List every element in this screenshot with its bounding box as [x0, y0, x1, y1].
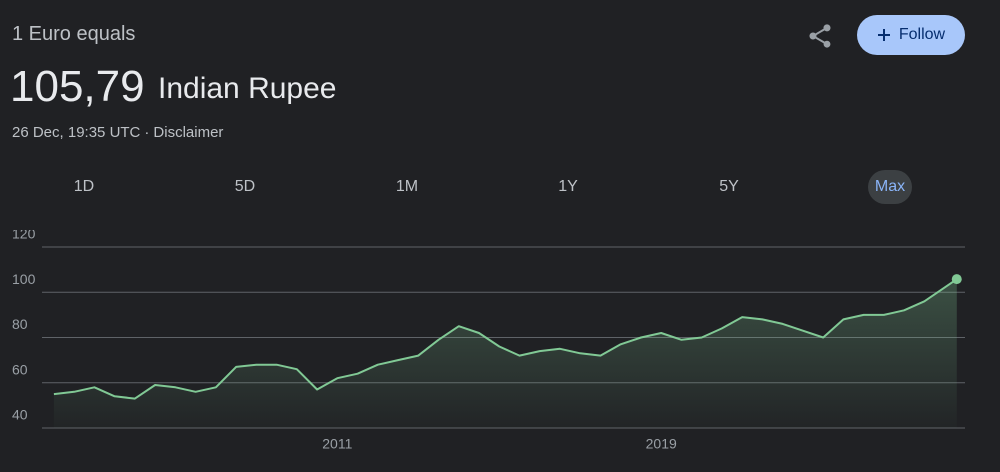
last-point: [951, 274, 962, 285]
rate-value: 105,79: [10, 62, 145, 111]
range-tab[interactable]: 1M: [395, 178, 419, 195]
currency-name: Indian Rupee: [158, 72, 337, 105]
price-line: [53, 278, 958, 400]
range-tab[interactable]: 1D: [73, 178, 95, 195]
area: [53, 279, 957, 428]
follow-label: Follow: [898, 26, 946, 43]
disclaimer-link[interactable]: Disclaimer: [153, 124, 224, 141]
x-tick-label: 2011: [322, 436, 352, 452]
range-tab[interactable]: 5Y: [719, 178, 739, 195]
range-tabs: 1D 5D 1M 1Y 5Y Max: [0, 170, 1000, 206]
y-tick-label: 100: [12, 271, 36, 287]
subtitle: 1 Euro equals: [12, 23, 136, 45]
y-tick-label: 60: [12, 361, 28, 377]
y-tick-label: 80: [12, 316, 28, 332]
plus-icon: [877, 29, 890, 41]
separator: ·: [144, 124, 150, 141]
chart: 40 60 80 100 120 2011 2019: [12, 230, 965, 452]
range-tab[interactable]: 5D: [234, 178, 256, 195]
share-button[interactable]: [806, 22, 834, 50]
meta: 26 Dec, 19:35 UTC · Disclaimer: [12, 124, 227, 141]
range-tab[interactable]: Max: [868, 170, 912, 204]
follow-button[interactable]: Follow: [857, 15, 965, 55]
range-tab[interactable]: 1Y: [558, 178, 578, 195]
y-tick-label: 40: [12, 407, 28, 423]
timestamp: 26 Dec, 19:35 UTC: [12, 124, 141, 141]
y-tick-label: 120: [12, 230, 36, 242]
x-tick-label: 2019: [646, 436, 677, 452]
